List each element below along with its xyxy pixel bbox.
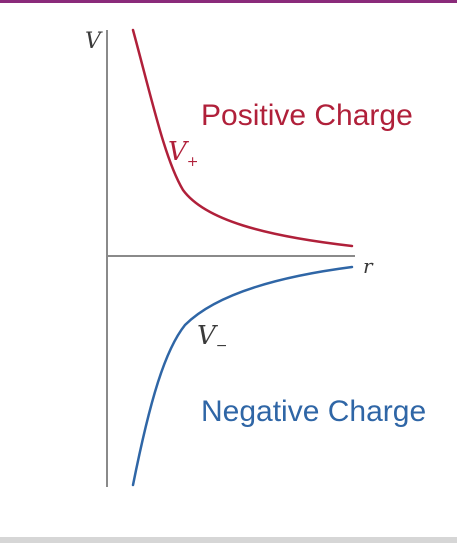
v-plus-subscript: + (187, 154, 199, 170)
top-border (0, 0, 457, 3)
negative-potential-curve (131, 265, 354, 487)
v-plus-label: V+ (168, 137, 199, 170)
y-axis-label: V (85, 29, 103, 54)
v-minus-label: V− (197, 321, 228, 354)
bottom-border (0, 537, 457, 543)
negative-charge-caption: Negative Charge (201, 395, 426, 428)
v-minus-subscript: − (216, 338, 228, 354)
positive-potential-curve (131, 28, 354, 248)
x-axis-label: r (363, 254, 374, 278)
v-minus-symbol: V (197, 321, 218, 351)
v-plus-symbol: V (168, 137, 189, 167)
positive-charge-caption: Positive Charge (201, 99, 413, 132)
